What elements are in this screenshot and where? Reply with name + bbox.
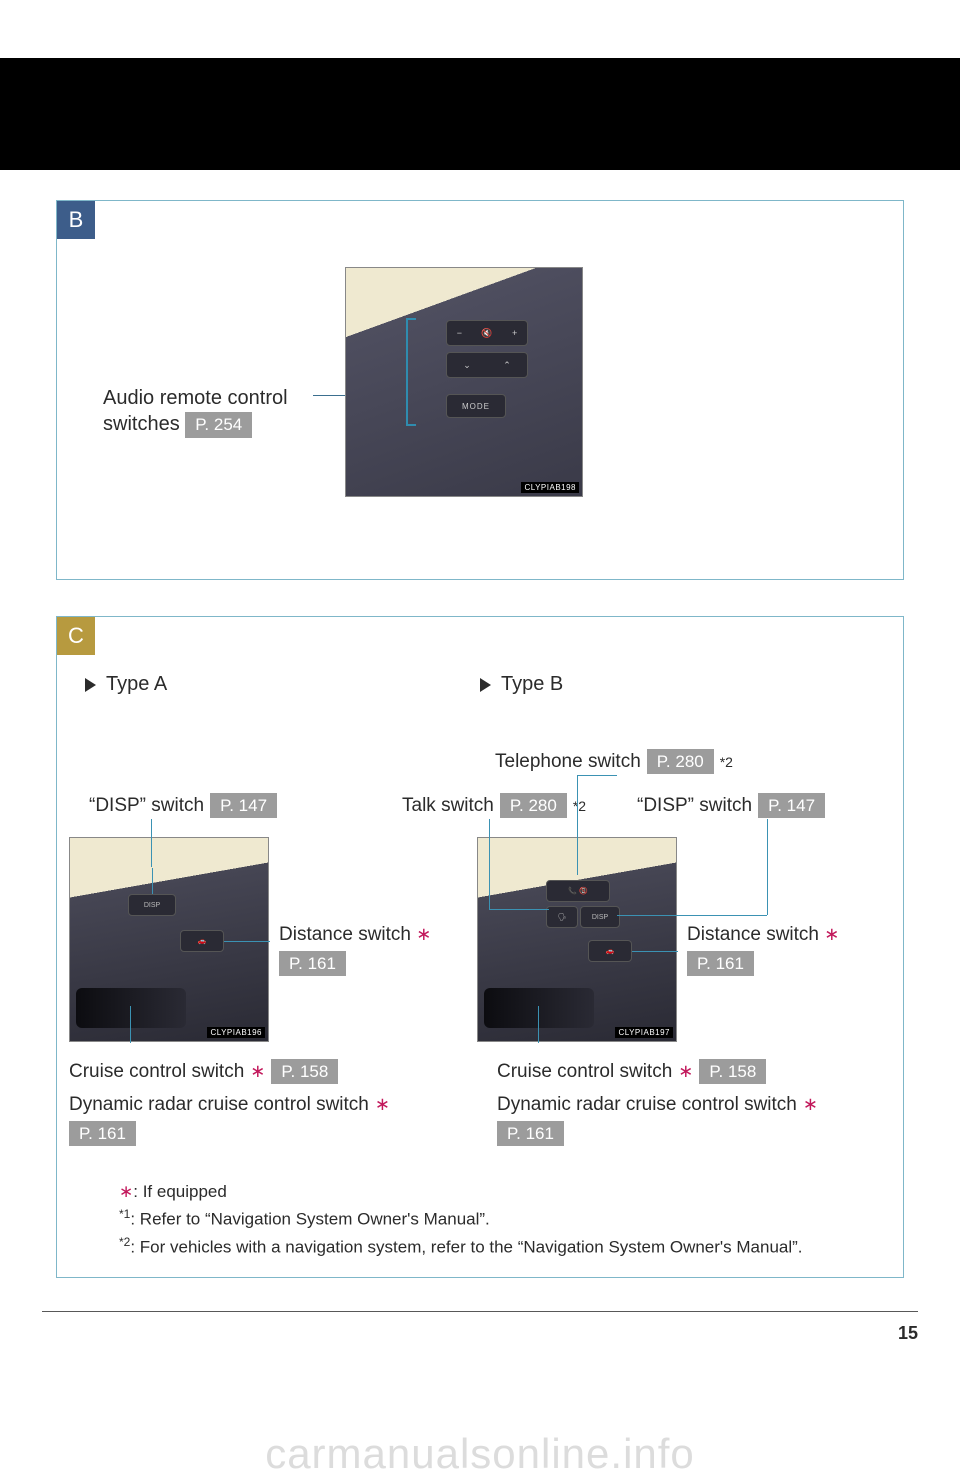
- page-ref-147: P. 147: [210, 793, 277, 818]
- mute-icon: 🔇: [481, 328, 492, 339]
- leader: [489, 819, 490, 909]
- down-chevron-icon: ⌄: [463, 360, 471, 371]
- page-ref-280a: P. 280: [647, 749, 714, 774]
- watermark: carmanualsonline.info: [0, 1430, 960, 1478]
- leader: [577, 775, 617, 776]
- distance-button-b: 🚗: [588, 940, 632, 962]
- text: Dynamic radar cruise control switch: [69, 1093, 369, 1117]
- leader: [151, 819, 152, 867]
- photo-audio-switches: − 🔇 + ⌄ ⌃ MODE CLYPIAB198: [345, 267, 583, 497]
- page-ref-147b: P. 147: [758, 793, 825, 818]
- audio-remote-label: Audio remote control switches P. 254: [103, 385, 288, 438]
- disp-button-a: DISP: [128, 894, 176, 916]
- text: Distance switch ∗: [687, 923, 839, 947]
- image-id-a: CLYPIAB196: [207, 1027, 265, 1038]
- type-b-label: Type B: [501, 673, 563, 696]
- switch-seek: ⌄ ⌃: [446, 352, 528, 378]
- text: “DISP” switch: [89, 794, 204, 818]
- audio-remote-line1: Audio remote control: [103, 387, 288, 409]
- sup-2a: *2: [720, 754, 733, 772]
- photo-type-a: DISP 🚗 CLYPIAB196: [69, 837, 269, 1042]
- type-a-label: Type A: [106, 673, 167, 696]
- audio-remote-line2: switches: [103, 413, 180, 435]
- up-chevron-icon: ⌃: [503, 360, 511, 371]
- switch-volume: − 🔇 +: [446, 320, 528, 346]
- page-ref-161: P. 161: [279, 951, 346, 976]
- content-area: B Audio remote control switches P. 254 −…: [56, 200, 904, 1314]
- header-black-bar: [0, 58, 960, 170]
- dynamic-cruise-ref-b: P. 161: [497, 1121, 564, 1146]
- section-badge-c: C: [57, 617, 95, 655]
- talk-switch-label: Talk switch P. 280 *2: [402, 793, 586, 818]
- plus-icon: +: [512, 328, 517, 338]
- telephone-switch-label: Telephone switch P. 280 *2: [495, 749, 733, 774]
- bottom-rule: [42, 1311, 918, 1312]
- leader: [489, 909, 549, 910]
- phone-buttons: 📞 📵: [546, 880, 610, 902]
- section-b-body: Audio remote control switches P. 254 − 🔇…: [57, 201, 903, 579]
- dynamic-cruise-ref-a: P. 161: [69, 1121, 136, 1146]
- text: Cruise control switch: [497, 1060, 672, 1084]
- page-ref-158: P. 158: [271, 1059, 338, 1084]
- fn-1: *1: Refer to “Navigation System Owner's …: [119, 1205, 883, 1233]
- text: Cruise control switch: [69, 1060, 244, 1084]
- page-ref-161b: P. 161: [69, 1121, 136, 1146]
- asterisk-icon: ∗: [803, 1093, 818, 1116]
- asterisk-icon: ∗: [678, 1060, 693, 1083]
- page-ref-280b: P. 280: [500, 793, 567, 818]
- image-id-b: CLYPIAB198: [521, 482, 579, 493]
- sup-2b: *2: [573, 798, 586, 816]
- minus-icon: −: [457, 328, 462, 338]
- text: Telephone switch: [495, 750, 641, 774]
- distance-button-a: 🚗: [180, 930, 224, 952]
- leader: [632, 951, 678, 952]
- leader: [577, 775, 578, 875]
- page-ref-158b: P. 158: [699, 1059, 766, 1084]
- text: Dynamic radar cruise control switch: [497, 1093, 797, 1117]
- image-id-c: CLYPIAB197: [615, 1027, 673, 1038]
- switch-mode: MODE: [446, 394, 506, 418]
- cruise-stalk-b: [484, 988, 594, 1028]
- fn-2: *2: For vehicles with a navigation syste…: [119, 1233, 883, 1261]
- leader: [617, 915, 767, 916]
- page-ref-161d: P. 161: [497, 1121, 564, 1146]
- disp-button-b: DISP: [580, 906, 620, 928]
- asterisk-icon: ∗: [375, 1093, 390, 1116]
- text: Talk switch: [402, 794, 494, 818]
- dynamic-cruise-label-b: Dynamic radar cruise control switch ∗: [497, 1093, 887, 1117]
- cruise-switch-label-a: Cruise control switch ∗ P. 158: [69, 1059, 338, 1084]
- page-number: 15: [898, 1323, 918, 1344]
- leader: [767, 819, 768, 915]
- page: B Audio remote control switches P. 254 −…: [0, 0, 960, 1484]
- distance-switch-label-a: Distance switch ∗ P. 161: [279, 923, 431, 976]
- leader: [538, 1006, 539, 1043]
- section-b: B Audio remote control switches P. 254 −…: [56, 200, 904, 580]
- heading-type-b: Type B: [480, 673, 875, 696]
- disp-switch-label-a: “DISP” switch P. 147: [89, 793, 277, 818]
- text: Distance switch ∗: [279, 923, 431, 947]
- leader: [152, 868, 153, 894]
- asterisk-icon: ∗: [250, 1060, 265, 1083]
- triangle-icon: [85, 678, 96, 692]
- heading-type-a: Type A: [85, 673, 480, 696]
- fn-equipped: ∗: If equipped: [119, 1178, 883, 1205]
- type-heading-row: Type A Type B: [85, 673, 875, 696]
- cruise-stalk-a: [76, 988, 186, 1028]
- distance-switch-label-b: Distance switch ∗ P. 161: [687, 923, 839, 976]
- dynamic-cruise-label-a: Dynamic radar cruise control switch ∗: [69, 1093, 459, 1117]
- section-c: C Type A Type B “DISP” switch P. 147: [56, 616, 904, 1278]
- footnotes: ∗: If equipped *1: Refer to “Navigation …: [119, 1178, 883, 1261]
- page-ref-254: P. 254: [185, 412, 252, 438]
- triangle-icon: [480, 678, 491, 692]
- disp-switch-label-b: “DISP” switch P. 147: [637, 793, 825, 818]
- page-ref-161c: P. 161: [687, 951, 754, 976]
- text: “DISP” switch: [637, 794, 752, 818]
- leader: [224, 941, 270, 942]
- cruise-switch-label-b: Cruise control switch ∗ P. 158: [497, 1059, 766, 1084]
- leader: [130, 1006, 131, 1043]
- callout-bracket: [406, 318, 416, 426]
- talk-button: 🗣: [546, 906, 578, 928]
